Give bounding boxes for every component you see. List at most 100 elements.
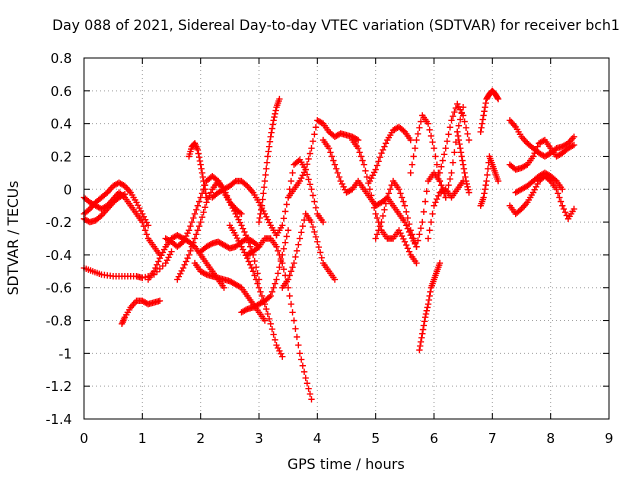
series-arc-1 <box>80 248 175 282</box>
data-point <box>338 180 346 188</box>
data-point <box>261 317 269 324</box>
data-point <box>413 243 420 250</box>
data-point <box>262 171 269 179</box>
data-point <box>449 159 457 166</box>
data-point <box>360 161 368 168</box>
data-point <box>376 222 384 230</box>
data-point <box>229 204 236 212</box>
data-point <box>331 161 339 168</box>
data-point <box>156 297 164 305</box>
data-point <box>426 227 433 234</box>
data-point <box>121 190 129 198</box>
data-point <box>231 179 238 186</box>
data-point <box>306 390 314 398</box>
data-point <box>362 167 369 175</box>
data-point <box>422 314 429 321</box>
data-point <box>256 214 263 222</box>
data-point <box>231 207 238 215</box>
x-tick-label: 3 <box>255 431 264 447</box>
data-point <box>247 243 254 250</box>
data-point <box>295 341 302 349</box>
data-point <box>532 146 540 154</box>
data-point <box>454 128 461 136</box>
data-point <box>306 181 314 188</box>
data-point <box>306 150 314 157</box>
data-point <box>287 300 295 308</box>
data-point <box>457 106 464 113</box>
data-point <box>478 124 485 131</box>
data-point <box>404 245 411 252</box>
data-point <box>200 177 207 185</box>
axis-ticks: 0 1 2 3 4 5 6 7 8 9 0.8 0.6 0.4 0.2 0 -0.2 -0.4 -0.6 -0.8 -… <box>46 51 614 447</box>
data-point <box>452 104 460 112</box>
data-point <box>371 204 378 211</box>
data-point <box>551 176 559 184</box>
data-point <box>400 127 407 134</box>
data-point <box>261 177 269 185</box>
data-point <box>259 196 266 203</box>
data-point <box>279 353 286 360</box>
data-point <box>531 149 538 157</box>
data-point <box>484 165 492 172</box>
data-point <box>459 161 467 168</box>
data-point <box>426 292 433 300</box>
data-point <box>433 161 441 168</box>
series-arc-31 <box>506 117 578 160</box>
data-point <box>570 133 578 140</box>
data-point <box>268 288 276 296</box>
data-point <box>445 131 452 138</box>
data-point <box>258 202 266 209</box>
data-point <box>311 228 318 236</box>
data-point <box>353 136 360 143</box>
data-point <box>529 189 537 196</box>
data-point <box>366 177 374 185</box>
data-point <box>480 194 487 201</box>
data-point <box>328 153 336 160</box>
data-point <box>311 198 318 205</box>
data-point <box>242 181 250 188</box>
data-point <box>292 253 299 261</box>
data-point <box>200 209 207 216</box>
y-tick-label: 0 <box>63 182 72 198</box>
data-point <box>236 219 244 226</box>
data-point <box>424 120 432 127</box>
data-point <box>465 136 473 144</box>
data-point <box>274 247 282 255</box>
data-point <box>400 235 407 243</box>
data-point <box>252 264 260 271</box>
data-point <box>314 238 321 245</box>
x-tick-label: 7 <box>488 431 497 447</box>
data-point <box>289 264 296 271</box>
data-point <box>420 208 427 216</box>
series-arc-21 <box>349 136 420 267</box>
series-arc-29 <box>477 153 502 209</box>
data-point <box>139 274 146 282</box>
data-point <box>373 231 381 238</box>
data-point <box>276 264 283 271</box>
data-point <box>448 117 455 124</box>
data-point <box>357 153 365 160</box>
data-point <box>372 166 379 173</box>
data-point <box>196 157 204 165</box>
data-point <box>416 124 423 131</box>
data-point <box>401 238 409 245</box>
data-point <box>303 380 311 387</box>
data-point <box>424 235 432 242</box>
data-point <box>303 161 311 168</box>
data-point <box>327 149 334 156</box>
data-point <box>442 194 449 201</box>
data-point <box>417 338 425 346</box>
series-arc-15 <box>255 95 283 226</box>
data-point <box>478 120 486 127</box>
series-arc-30 <box>477 87 502 136</box>
data-point <box>301 169 308 176</box>
data-point <box>356 149 363 156</box>
data-point <box>202 190 209 197</box>
series-arc-9 <box>185 140 210 201</box>
data-point <box>423 307 430 314</box>
x-axis-label: GPS time / hours <box>287 457 404 473</box>
data-point <box>276 95 283 103</box>
data-point <box>198 213 206 221</box>
data-point <box>296 177 304 185</box>
data-point <box>400 198 407 205</box>
